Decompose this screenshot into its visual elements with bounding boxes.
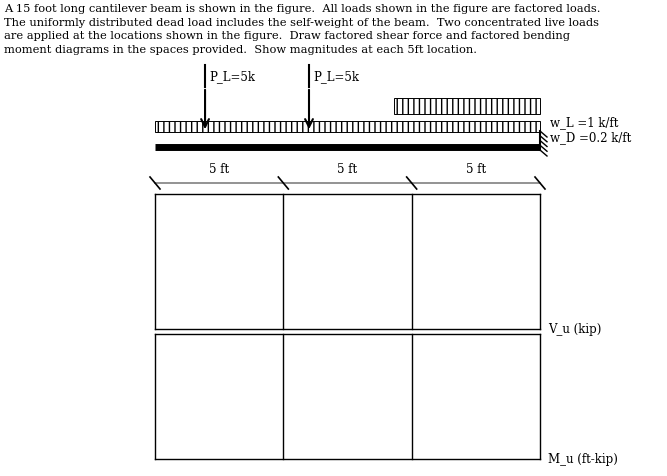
Text: P_L=5k: P_L=5k (313, 70, 359, 83)
Text: 5 ft: 5 ft (338, 163, 358, 176)
Text: 5 ft: 5 ft (209, 163, 229, 176)
Text: M_u (ft-kip): M_u (ft-kip) (548, 453, 618, 466)
Text: 5 ft: 5 ft (466, 163, 486, 176)
Bar (394, 99, 540, 115)
Text: P_L=5k: P_L=5k (209, 70, 255, 83)
Text: V_u (kip): V_u (kip) (548, 323, 602, 336)
Text: A 15 foot long cantilever beam is shown in the figure.  All loads shown in the f: A 15 foot long cantilever beam is shown … (4, 4, 600, 55)
Bar (155, 122, 540, 133)
Text: w_D =0.2 k/ft: w_D =0.2 k/ft (550, 131, 631, 144)
Text: w_L =1 k/ft: w_L =1 k/ft (550, 116, 618, 129)
